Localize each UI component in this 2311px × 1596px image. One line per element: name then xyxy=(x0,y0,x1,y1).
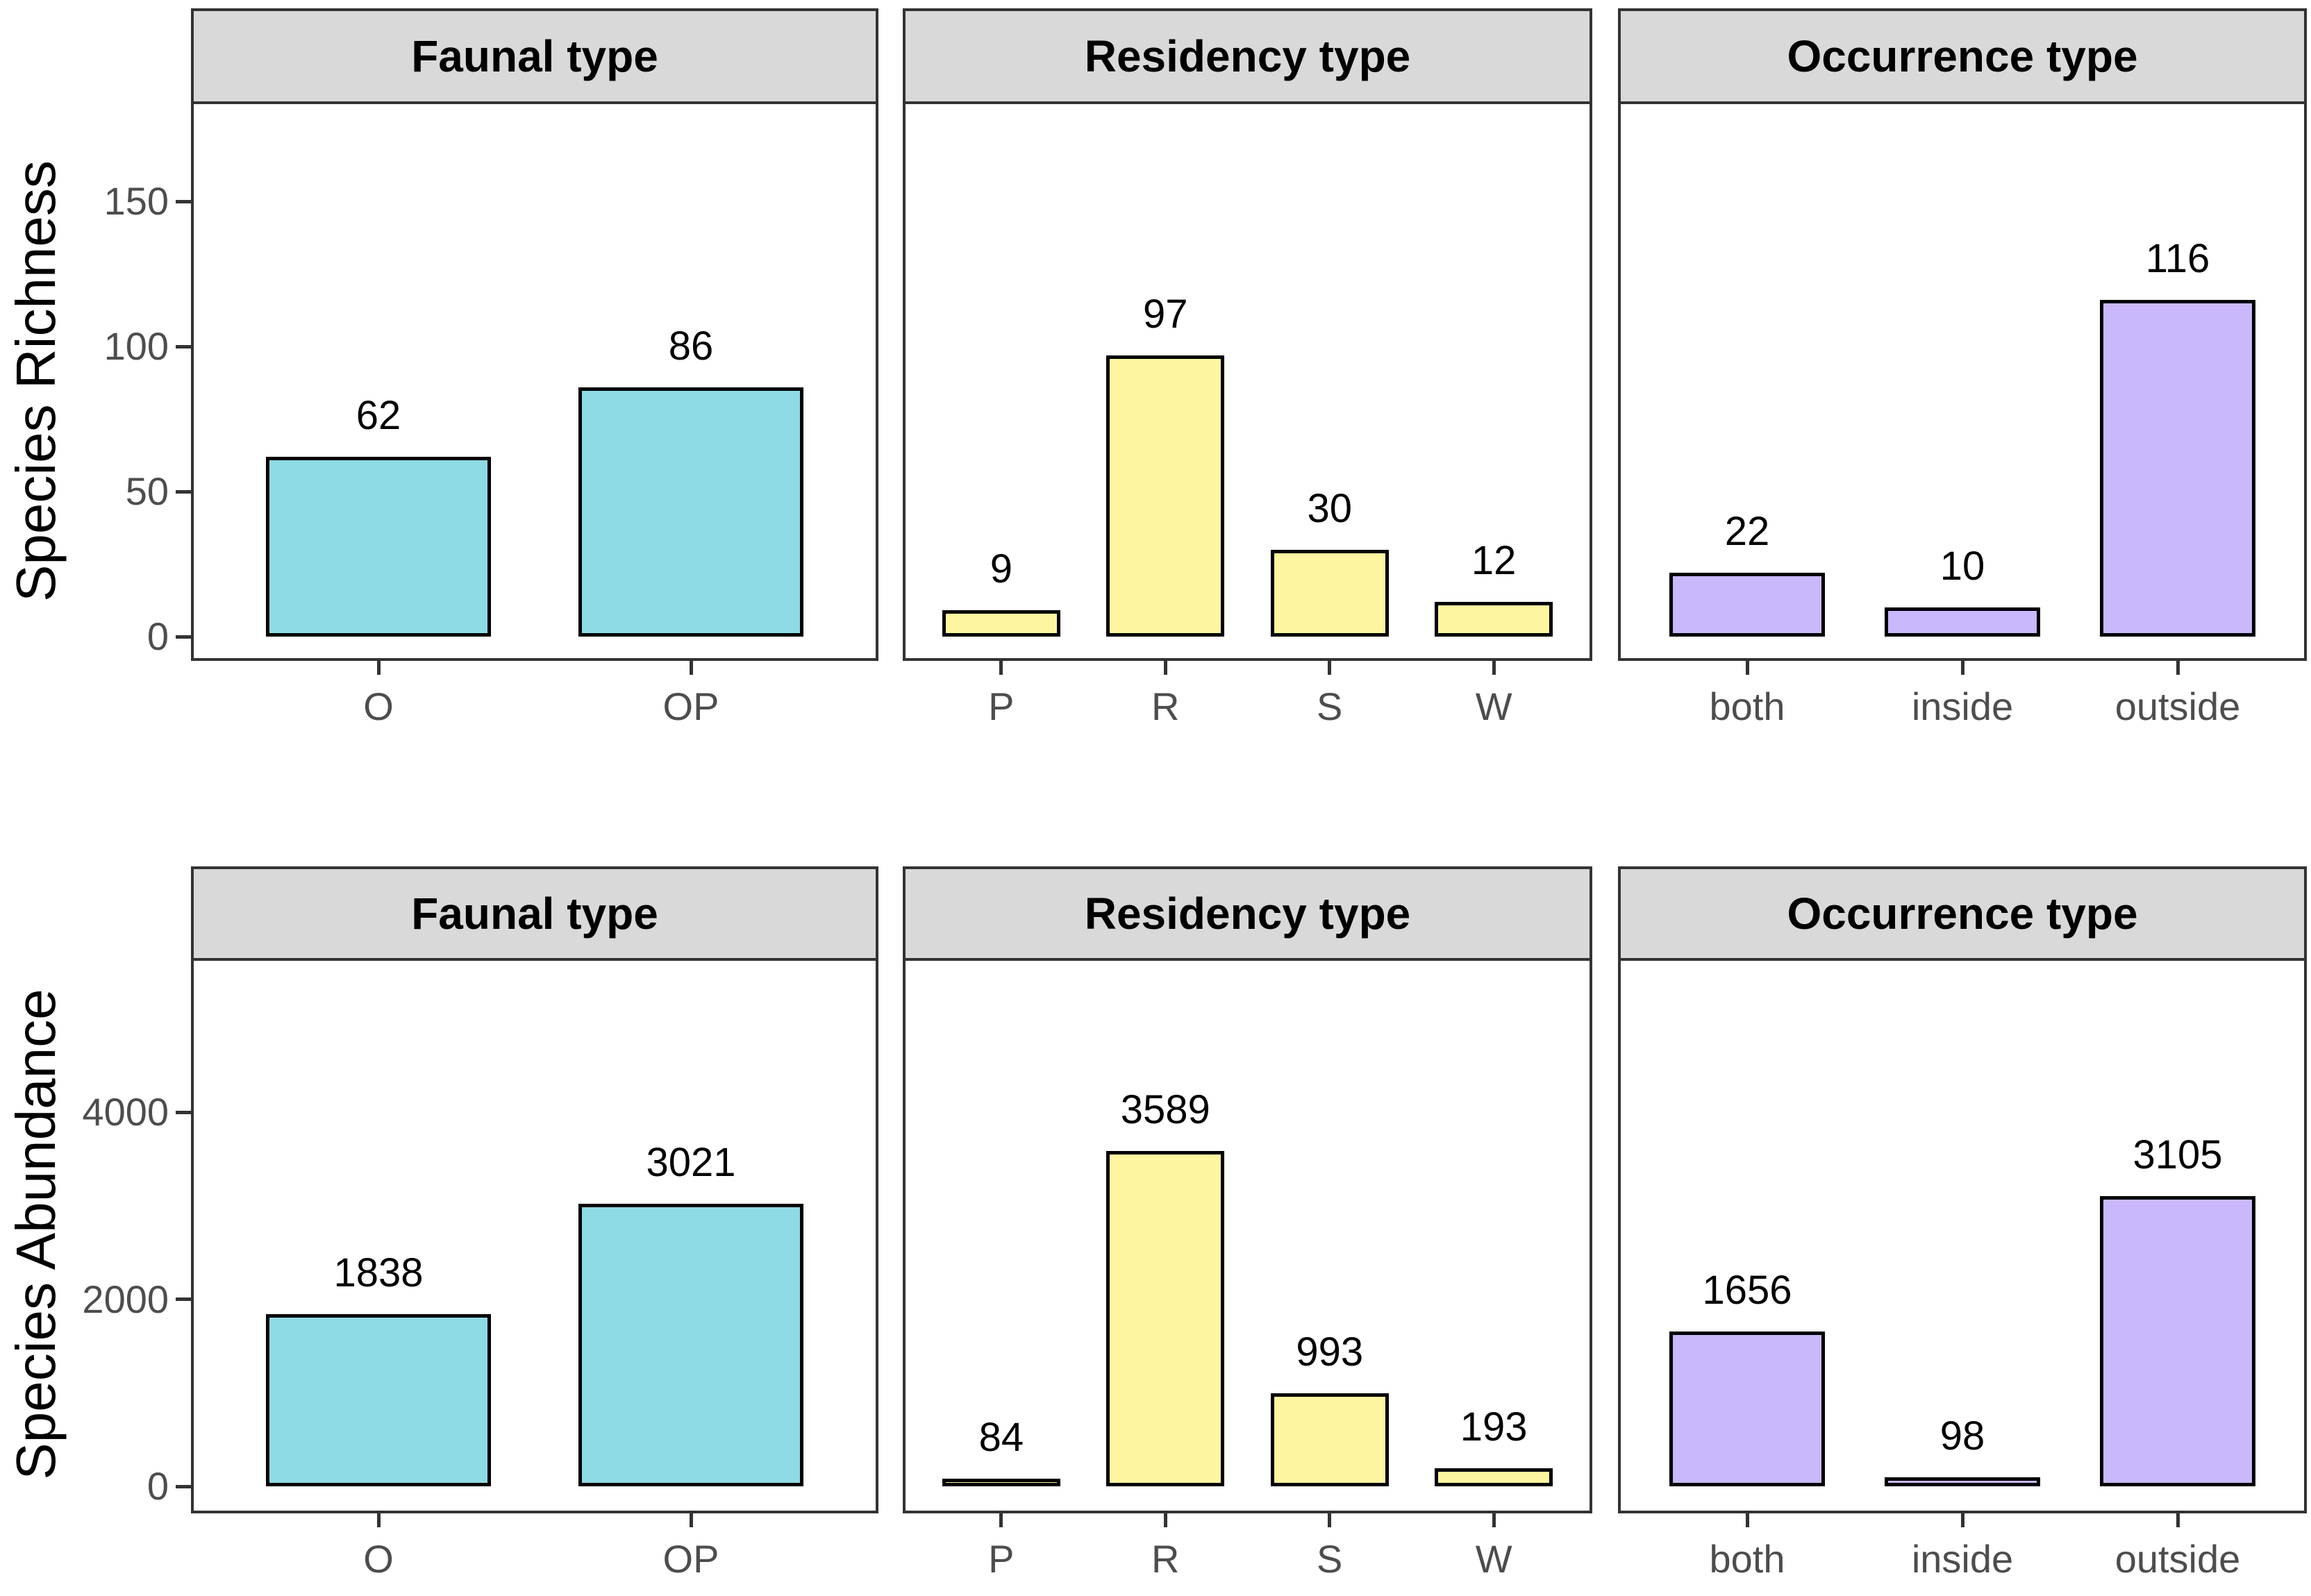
x-tick-mark xyxy=(2176,1513,2180,1527)
facet-strip-residency-type-abundance: Residency type xyxy=(903,866,1592,961)
bar-S xyxy=(1270,1393,1389,1486)
facet-panel-residency-richness xyxy=(903,101,1592,661)
bar-value-label: 86 xyxy=(668,323,714,369)
x-tick-mark xyxy=(999,1513,1003,1527)
y-tick-mark xyxy=(176,489,191,494)
bar-value-label: 84 xyxy=(978,1414,1024,1460)
y-tick-mark xyxy=(176,199,191,203)
bar-value-label: 1838 xyxy=(333,1250,424,1296)
y-tick-label: 100 xyxy=(103,324,169,368)
x-axis-category-label: OP xyxy=(662,684,719,728)
y-tick-label: 50 xyxy=(125,469,169,513)
bar-value-label: 10 xyxy=(1939,544,1985,589)
bar-value-label: 193 xyxy=(1460,1404,1528,1450)
x-axis-category-label: P xyxy=(988,684,1015,728)
x-axis-category-label: W xyxy=(1475,684,1512,728)
bar-value-label: 3021 xyxy=(646,1140,736,1186)
bar-O xyxy=(266,1314,491,1486)
x-axis-category-label: inside xyxy=(1911,1537,2014,1581)
x-tick-mark xyxy=(689,661,693,675)
bar-S xyxy=(1270,549,1389,637)
bar-P xyxy=(942,1478,1060,1486)
bar-W xyxy=(1435,601,1553,637)
y-axis-title-species-richness: Species Richness xyxy=(5,160,67,602)
facet-strip-occurrence-type-abundance: Occurrence type xyxy=(1618,866,2307,961)
y-tick-label: 2000 xyxy=(82,1277,169,1321)
y-axis-title-species-abundance: Species Abundance xyxy=(5,989,67,1480)
x-axis-category-label: O xyxy=(363,1537,394,1581)
x-axis-category-label: S xyxy=(1317,1537,1343,1581)
bar-OP xyxy=(578,1204,803,1486)
bar-value-label: 116 xyxy=(2145,236,2210,282)
x-tick-mark xyxy=(376,1513,381,1527)
x-axis-category-label: O xyxy=(363,684,394,728)
bar-R xyxy=(1106,1150,1225,1486)
y-tick-label: 150 xyxy=(103,179,169,223)
bar-value-label: 22 xyxy=(1724,509,1770,555)
y-tick-label: 0 xyxy=(147,614,169,658)
facet-strip-residency-type-richness: Residency type xyxy=(903,8,1592,104)
bar-outside xyxy=(2100,300,2255,637)
bar-value-label: 9 xyxy=(990,546,1012,592)
bar-both xyxy=(1669,1331,1825,1486)
x-tick-mark xyxy=(1328,661,1332,675)
y-tick-label: 4000 xyxy=(82,1090,169,1134)
x-tick-mark xyxy=(999,661,1003,675)
facet-strip-occurrence-type-richness: Occurrence type xyxy=(1618,8,2307,104)
bar-value-label: 97 xyxy=(1143,291,1188,337)
x-axis-category-label: both xyxy=(1709,684,1785,728)
x-tick-mark xyxy=(376,661,381,675)
bar-O xyxy=(266,456,491,637)
bar-outside xyxy=(2100,1195,2255,1486)
x-tick-mark xyxy=(1492,661,1496,675)
x-axis-category-label: outside xyxy=(2114,684,2241,728)
bar-inside xyxy=(1885,1477,2040,1486)
x-axis-category-label: OP xyxy=(662,1537,719,1581)
bar-P xyxy=(942,610,1060,637)
x-axis-category-label: both xyxy=(1709,1537,1785,1581)
x-tick-mark xyxy=(1163,1513,1167,1527)
x-axis-category-label: outside xyxy=(2114,1537,2241,1581)
x-tick-mark xyxy=(1163,661,1167,675)
y-tick-mark xyxy=(176,1110,191,1114)
facet-panel-residency-abundance xyxy=(903,958,1592,1513)
y-tick-mark xyxy=(176,1297,191,1302)
bar-value-label: 1656 xyxy=(1702,1267,1792,1313)
x-tick-mark xyxy=(1745,661,1749,675)
bar-value-label: 30 xyxy=(1307,485,1352,531)
bar-value-label: 3589 xyxy=(1120,1086,1210,1132)
x-tick-mark xyxy=(1960,1513,1964,1527)
x-tick-mark xyxy=(1745,1513,1749,1527)
x-axis-category-label: P xyxy=(988,1537,1015,1581)
bar-R xyxy=(1106,355,1225,637)
bar-OP xyxy=(578,387,803,637)
x-tick-mark xyxy=(2176,661,2180,675)
x-axis-category-label: R xyxy=(1151,684,1180,728)
bar-value-label: 12 xyxy=(1471,537,1517,583)
y-tick-mark xyxy=(176,635,191,639)
bar-value-label: 62 xyxy=(356,392,401,438)
x-axis-category-label: inside xyxy=(1911,684,2014,728)
facet-strip-faunal-type-richness: Faunal type xyxy=(191,8,878,104)
bar-W xyxy=(1435,1468,1553,1486)
bar-value-label: 98 xyxy=(1939,1413,1985,1459)
x-tick-mark xyxy=(1492,1513,1496,1527)
y-tick-mark xyxy=(176,1484,191,1488)
x-axis-category-label: R xyxy=(1151,1537,1180,1581)
y-tick-label: 0 xyxy=(147,1464,169,1508)
x-axis-category-label: S xyxy=(1317,684,1343,728)
x-tick-mark xyxy=(1960,661,1964,675)
facet-strip-faunal-type-abundance: Faunal type xyxy=(191,866,878,961)
bar-value-label: 993 xyxy=(1296,1329,1364,1375)
x-axis-category-label: W xyxy=(1475,1537,1512,1581)
x-tick-mark xyxy=(689,1513,693,1527)
bar-value-label: 3105 xyxy=(2133,1132,2223,1177)
bar-inside xyxy=(1885,607,2040,637)
bar-both xyxy=(1669,573,1825,637)
y-tick-mark xyxy=(176,344,191,348)
x-tick-mark xyxy=(1328,1513,1332,1527)
